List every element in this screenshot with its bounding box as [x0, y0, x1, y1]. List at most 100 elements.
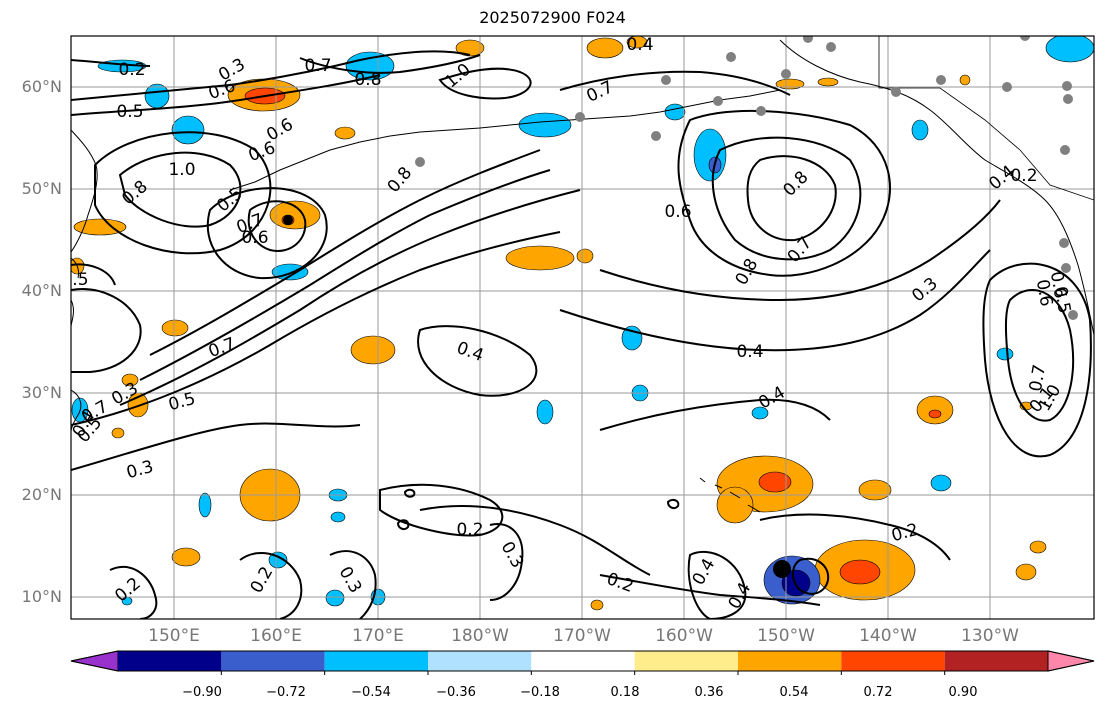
- negative-anomaly-patch: [330, 511, 346, 523]
- negative-anomaly-patch: [325, 589, 345, 607]
- contour-0.5-westjapan: [71, 263, 116, 286]
- black-markers: [283, 215, 791, 578]
- colorbar-tick-label: 0.90: [948, 685, 978, 700]
- positive-anomaly-patch: [817, 77, 839, 87]
- lat-label-30n: 30°N: [21, 383, 62, 402]
- contour-0.4-central: [417, 325, 538, 397]
- lon-label-170e: 170°E: [352, 626, 404, 646]
- contour-0.8-alaska-low: [746, 155, 837, 242]
- contour-0.5-north-east: [559, 70, 791, 96]
- negative-anomaly-patch: [911, 119, 929, 141]
- negative-anomaly-patch: [518, 112, 572, 138]
- contour-label: 0.2: [1010, 166, 1037, 186]
- colorbar-segment: [531, 651, 635, 671]
- contour-0.3-east: [599, 199, 1001, 302]
- contour-0.5-jet: [119, 189, 581, 406]
- station-dot: [781, 69, 791, 79]
- lon-label-150e: 150°E: [148, 626, 200, 646]
- contour-label: 0.2: [456, 520, 483, 540]
- coastline-hawaii: [699, 477, 761, 513]
- contour-label: 0.6: [1032, 278, 1056, 308]
- colorbar-segment: [324, 651, 428, 671]
- contour-0.2-southwest: [109, 565, 158, 619]
- colorbar-tick-label: 0.72: [863, 685, 893, 700]
- lat-label-40n: 40°N: [21, 281, 62, 300]
- contour-0.2-southwest-2: [239, 551, 303, 619]
- colorbar-extend-high: [1047, 650, 1095, 672]
- contour-minor-1: [396, 519, 410, 531]
- positive-anomaly-patch: [626, 36, 648, 49]
- contour-0.6-jet: [139, 169, 551, 381]
- lat-label-50n: 50°N: [21, 179, 62, 198]
- station-dot: [575, 112, 585, 122]
- colorbar-tick-label: 0.36: [694, 685, 724, 700]
- contour-1.0-north: [438, 67, 532, 100]
- contour-0.8-northwest: [299, 54, 481, 74]
- contour-loop-se: [792, 557, 830, 595]
- colorbar-segment: [634, 651, 738, 671]
- contour-0.6-north: [71, 74, 381, 116]
- station-dot: [1063, 94, 1073, 104]
- positive-anomaly-patch: [1029, 540, 1047, 554]
- station-dot: [661, 75, 671, 85]
- positive-anomaly-patch: [161, 319, 189, 337]
- contour-1.0-ring: [118, 151, 242, 228]
- contour-label: 0.5: [61, 270, 88, 290]
- negative-anomaly-patch: [751, 406, 769, 420]
- negative-anomaly-patch: [144, 83, 170, 109]
- contour-0.4-se: [759, 513, 951, 561]
- lon-label-150w: 150°W: [757, 626, 815, 646]
- positive-anomaly-patch: [839, 559, 881, 585]
- station-dot: [1060, 145, 1070, 155]
- colorbar-outline: [70, 650, 1095, 672]
- contour-0.4-east: [559, 249, 991, 352]
- contour-0.2-northwest: [71, 59, 151, 67]
- contour-label: 0.8: [354, 70, 381, 90]
- contour-label: 0.6: [241, 228, 268, 248]
- colorbar-tick-label: 0.54: [779, 685, 809, 700]
- positive-anomaly-patch: [505, 245, 575, 271]
- lat-label-10n: 10°N: [21, 587, 62, 606]
- contour-label: 0.7: [1026, 363, 1050, 393]
- positive-anomaly-patch: [350, 335, 396, 365]
- positive-anomaly-patch: [928, 409, 942, 419]
- station-dot: [1002, 82, 1012, 92]
- positive-anomaly-patch: [1015, 563, 1037, 581]
- colorbar-segment: [944, 651, 1048, 671]
- positive-anomaly-patch: [73, 218, 127, 236]
- marker-dot: [773, 560, 791, 578]
- colorbar-segment: [118, 651, 222, 671]
- colorbar-segment: [738, 651, 842, 671]
- colorbar-tick-label: 0.18: [610, 685, 640, 700]
- station-dot: [651, 131, 661, 141]
- station-dots: [415, 36, 1078, 320]
- negative-anomaly-patch: [171, 115, 205, 145]
- contour-label: 0.7: [304, 56, 331, 76]
- positive-anomaly-patch: [858, 479, 892, 501]
- positive-anomaly-patch: [171, 547, 201, 567]
- station-dot: [1059, 238, 1069, 248]
- contour-label: 0.4: [626, 35, 653, 55]
- positive-anomaly-patch: [758, 471, 792, 493]
- lon-label-170w: 170°W: [553, 626, 611, 646]
- contour-0.4-westjapan: [71, 288, 142, 373]
- contour-lines: [71, 50, 1092, 619]
- contour-0.4-south: [599, 398, 831, 431]
- negative-anomaly-patch: [664, 103, 686, 121]
- lon-label-140w: 140°W: [859, 626, 917, 646]
- contour-minor-2: [666, 498, 680, 510]
- negative-anomaly-patch: [1045, 36, 1094, 63]
- station-dot: [803, 36, 813, 43]
- marker-dot: [283, 215, 293, 225]
- lon-label-160w: 160°W: [655, 626, 713, 646]
- positive-anomaly-patch: [576, 248, 594, 264]
- station-dot: [936, 75, 946, 85]
- contour-label: 0.2: [118, 60, 145, 80]
- contour-label: 0.6: [1046, 270, 1070, 300]
- border-alaska-canada: [878, 36, 1094, 201]
- contour-0.2-se: [599, 574, 821, 606]
- contour-0.2-south: [419, 505, 651, 576]
- positive-anomaly-patch: [111, 427, 125, 439]
- positive-anomaly-patch: [586, 37, 624, 59]
